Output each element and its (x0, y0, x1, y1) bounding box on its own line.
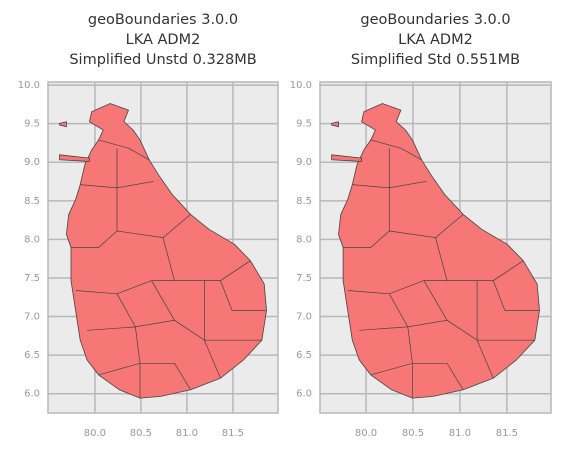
y-tick-label: 10.0 (290, 80, 312, 91)
island-shape (331, 121, 339, 128)
x-tick-label: 81.5 (496, 428, 518, 439)
y-tick-label: 9.5 (24, 119, 40, 130)
x-tick-label: 80.5 (130, 428, 152, 439)
y-tick-label: 6.0 (296, 389, 312, 400)
y-tick-label: 8.0 (24, 234, 40, 245)
y-tick-label: 8.5 (296, 196, 312, 207)
y-tick-label: 8.0 (296, 234, 312, 245)
district-boundary (476, 280, 494, 379)
y-tick-label: 6.5 (296, 350, 312, 361)
panel-title: geoBoundaries 3.0.0 (88, 12, 238, 28)
island-shape (59, 154, 90, 162)
district-boundary (151, 280, 175, 321)
district-boundary (423, 280, 448, 321)
district-boundary (75, 280, 175, 295)
panel: geoBoundaries 3.0.0 LKA ADM2 Simplified St… (290, 12, 552, 439)
district-boundary (162, 237, 251, 281)
district-boundary (347, 280, 448, 295)
district-boundary (492, 280, 540, 311)
x-tick-label: 81.0 (176, 428, 198, 439)
x-tick-label: 81.0 (449, 428, 471, 439)
x-tick-label: 80.0 (84, 428, 106, 439)
x-tick-label: 81.5 (222, 428, 244, 439)
district-boundary (71, 148, 118, 248)
y-tick-label: 9.5 (296, 119, 312, 130)
x-tick-label: 80.5 (402, 428, 424, 439)
y-tick-label: 6.0 (24, 389, 40, 400)
district-boundary (87, 326, 141, 399)
y-tick-label: 7.5 (296, 273, 312, 284)
district-boundary (370, 139, 422, 161)
district-boundary (220, 280, 267, 311)
district-boundary (343, 148, 390, 248)
y-tick-label: 7.0 (296, 312, 312, 323)
panel-title: Simplified Std 0.551MB (351, 52, 520, 68)
y-tick-label: 9.0 (24, 157, 40, 168)
panel-title: geoBoundaries 3.0.0 (360, 12, 510, 28)
panel-title: LKA ADM2 (398, 32, 473, 48)
y-tick-label: 6.5 (24, 350, 40, 361)
y-tick-label: 7.0 (24, 312, 40, 323)
y-tick-label: 7.5 (24, 273, 40, 284)
x-tick-label: 80.0 (355, 428, 377, 439)
district-boundary (370, 362, 464, 390)
district-boundary (435, 237, 524, 281)
y-tick-label: 10.0 (18, 80, 40, 91)
y-tick-label: 9.0 (296, 157, 312, 168)
island-shape (59, 121, 67, 128)
y-tick-label: 8.5 (24, 196, 40, 207)
district-boundary (98, 139, 150, 161)
panel-title: LKA ADM2 (126, 32, 201, 48)
district-boundary (98, 362, 191, 390)
district-boundary (204, 280, 221, 379)
district-boundary (359, 326, 413, 399)
panel: geoBoundaries 3.0.0 LKA ADM2 Simplified Un… (18, 12, 279, 439)
panel-title: Simplified Unstd 0.328MB (69, 52, 256, 68)
island-shape (331, 154, 363, 162)
